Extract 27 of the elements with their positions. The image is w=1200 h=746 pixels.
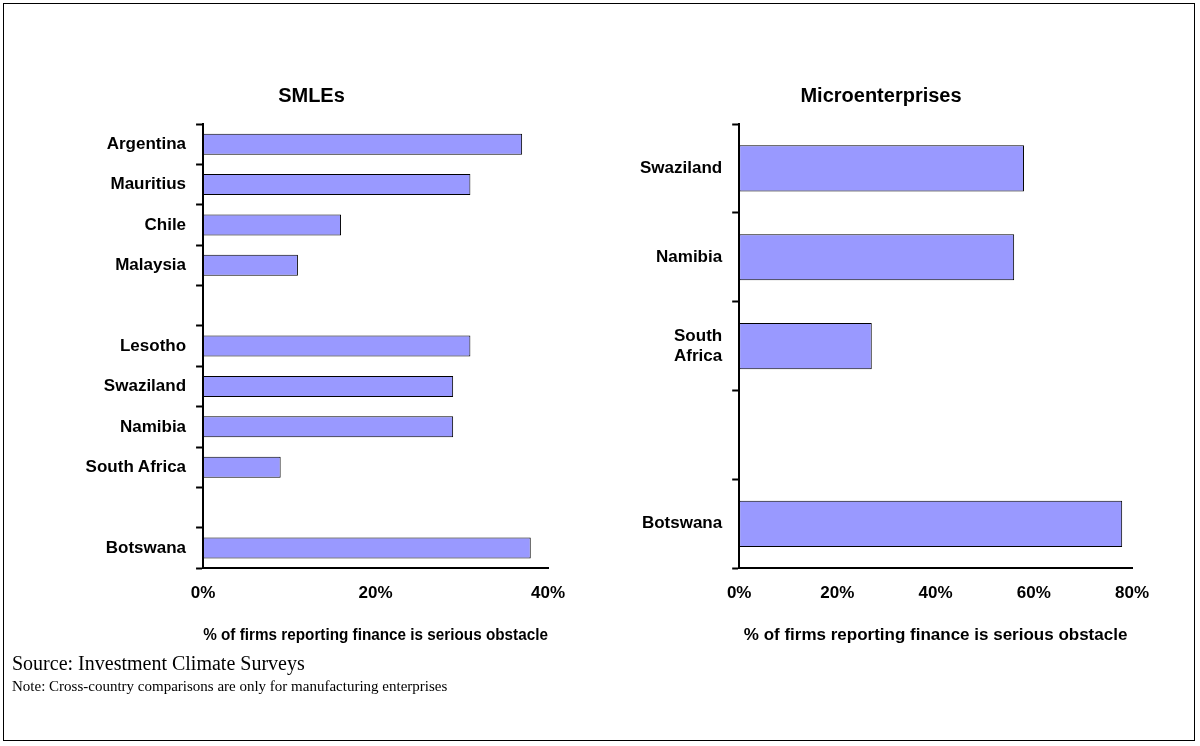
y-tick-label: Mauritius (110, 174, 187, 194)
y-tick-label: Swaziland (640, 158, 723, 178)
x-tick-label: 20% (358, 583, 393, 603)
y-tick-label: Lesotho (119, 335, 187, 355)
x-tick-label: 0% (726, 583, 752, 603)
y-tick-label: Malaysia (115, 255, 187, 275)
x-tick-label: 60% (1016, 583, 1051, 603)
x-axis-title: % of firms reporting finance is serious obstacle (203, 624, 548, 644)
y-tick-label: Botswana (105, 537, 187, 557)
x-tick-label: 20% (820, 583, 855, 603)
chart-title: SMLEs (278, 83, 345, 106)
y-tick-label: Swaziland (103, 376, 187, 396)
y-tick-label: Chile (144, 214, 187, 234)
y-tick-label: Namibia (656, 246, 723, 266)
x-tick-label: 40% (530, 583, 566, 603)
source-note: Source: Investment Climate Surveys (12, 652, 306, 675)
x-tick-label: 0% (190, 583, 216, 603)
x-tick-label: 40% (918, 583, 953, 603)
y-tick-label: South Africa (674, 325, 723, 365)
x-tick-label: 80% (1114, 583, 1150, 603)
y-tick-label: Botswana (641, 513, 723, 533)
y-tick-label: Argentina (106, 133, 187, 153)
chart-title: Microenterprises (800, 83, 962, 106)
text: Note: Cross-country comparisons are only for manufacturing enterprises (12, 678, 448, 695)
y-tick-label: South Africa (85, 456, 187, 476)
y-tick-label: Namibia (119, 416, 187, 436)
x-axis-title: % of firms reporting finance is serious obstacle (743, 625, 1128, 645)
